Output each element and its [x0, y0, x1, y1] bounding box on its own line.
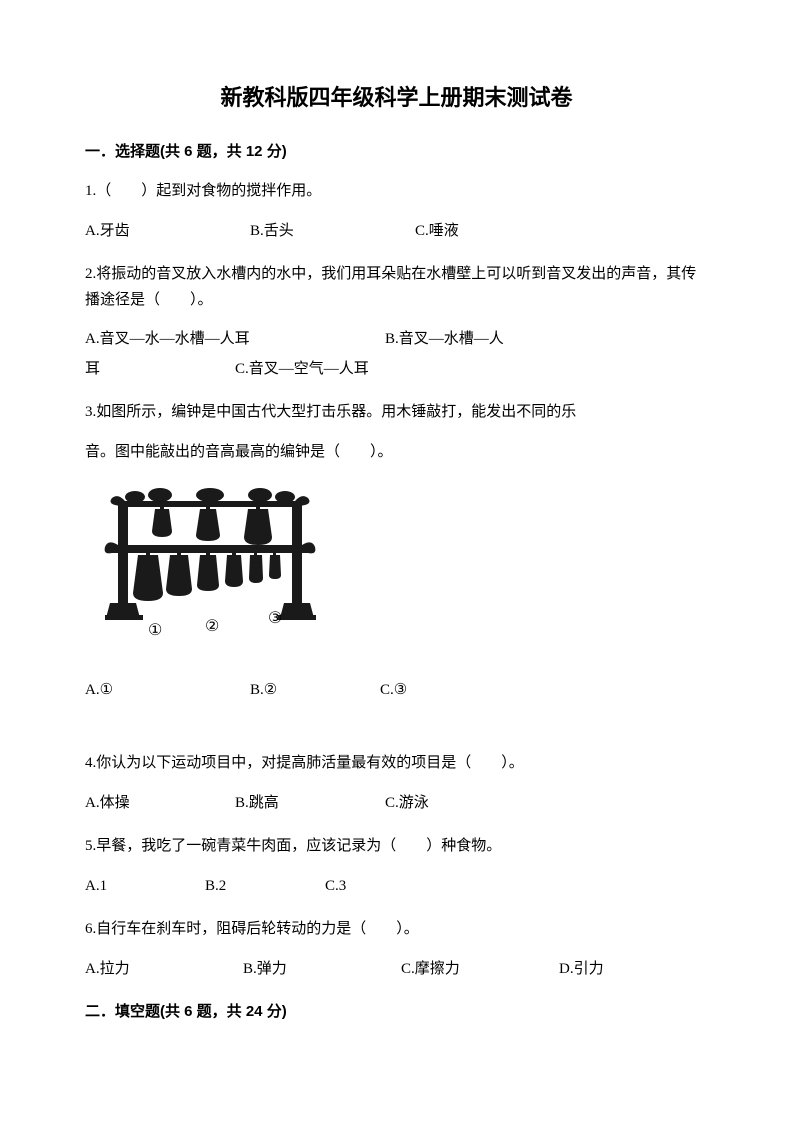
- question-3: 3.如图所示，编钟是中国古代大型打击乐器。用木锤敲打，能发出不同的乐 音。图中能…: [85, 400, 708, 703]
- q1-option-b: B.舌头: [250, 219, 415, 245]
- bianzhong-image: ① ② ③: [100, 483, 708, 658]
- q6-option-c: C.摩擦力: [401, 957, 559, 983]
- q1-text: 1.（ ）起到对食物的搅拌作用。: [85, 179, 708, 205]
- q5-text: 5.早餐，我吃了一碗青菜牛肉面，应该记录为（ ）种食物。: [85, 834, 708, 860]
- q5-option-c: C.3: [325, 874, 490, 900]
- section1-header: 一．选择题(共 6 题，共 12 分): [85, 140, 708, 161]
- q6-option-a: A.拉力: [85, 957, 243, 983]
- q2-option-a: A.音叉—水—水槽—人耳: [85, 327, 385, 353]
- q3-text-line1: 3.如图所示，编钟是中国古代大型打击乐器。用木锤敲打，能发出不同的乐: [85, 400, 708, 426]
- q1-options: A.牙齿 B.舌头 C.唾液: [85, 219, 708, 245]
- q1-option-a: A.牙齿: [85, 219, 250, 245]
- q3-option-a: A.①: [85, 678, 250, 704]
- question-2: 2.将振动的音叉放入水槽内的水中，我们用耳朵贴在水槽壁上可以听到音叉发出的声音，…: [85, 262, 708, 382]
- q2-option-c: C.音叉—空气—人耳: [235, 357, 369, 383]
- q3-option-b: B.②: [250, 678, 380, 704]
- bianzhong-svg: ① ② ③: [100, 483, 330, 648]
- q4-option-b: B.跳高: [235, 791, 385, 817]
- q6-text: 6.自行车在刹车时，阻碍后轮转动的力是（ ）。: [85, 917, 708, 943]
- q4-text: 4.你认为以下运动项目中，对提高肺活量最有效的项目是（ ）。: [85, 751, 708, 777]
- q4-options: A.体操 B.跳高 C.游泳: [85, 791, 708, 817]
- q1-option-c: C.唾液: [415, 219, 580, 245]
- q3-text-line2: 音。图中能敲出的音高最高的编钟是（ ）。: [85, 440, 708, 466]
- question-5: 5.早餐，我吃了一碗青菜牛肉面，应该记录为（ ）种食物。 A.1 B.2 C.3: [85, 834, 708, 899]
- svg-text:①: ①: [148, 622, 162, 639]
- q4-option-c: C.游泳: [385, 791, 550, 817]
- question-4: 4.你认为以下运动项目中，对提高肺活量最有效的项目是（ ）。 A.体操 B.跳高…: [85, 751, 708, 816]
- question-6: 6.自行车在刹车时，阻碍后轮转动的力是（ ）。 A.拉力 B.弹力 C.摩擦力 …: [85, 917, 708, 982]
- q6-option-d: D.引力: [559, 957, 708, 983]
- q5-option-a: A.1: [85, 874, 205, 900]
- svg-text:③: ③: [268, 610, 282, 627]
- page-title: 新教科版四年级科学上册期末测试卷: [85, 80, 708, 112]
- q2-options: A.音叉—水—水槽—人耳 B.音叉—水槽—人 耳 C.音叉—空气—人耳: [85, 327, 708, 382]
- q5-options: A.1 B.2 C.3: [85, 874, 708, 900]
- q3-options: A.① B.② C.③: [85, 678, 708, 704]
- q3-option-c: C.③: [380, 678, 545, 704]
- question-1: 1.（ ）起到对食物的搅拌作用。 A.牙齿 B.舌头 C.唾液: [85, 179, 708, 244]
- q6-option-b: B.弹力: [243, 957, 401, 983]
- q6-options: A.拉力 B.弹力 C.摩擦力 D.引力: [85, 957, 708, 983]
- q2-option-b: B.音叉—水槽—人: [385, 327, 504, 353]
- q5-option-b: B.2: [205, 874, 325, 900]
- svg-text:②: ②: [205, 618, 219, 635]
- section2-header: 二．填空题(共 6 题，共 24 分): [85, 1000, 708, 1021]
- q4-option-a: A.体操: [85, 791, 235, 817]
- q2-line2-ear: 耳: [85, 357, 235, 383]
- q2-text: 2.将振动的音叉放入水槽内的水中，我们用耳朵贴在水槽壁上可以听到音叉发出的声音，…: [85, 262, 708, 313]
